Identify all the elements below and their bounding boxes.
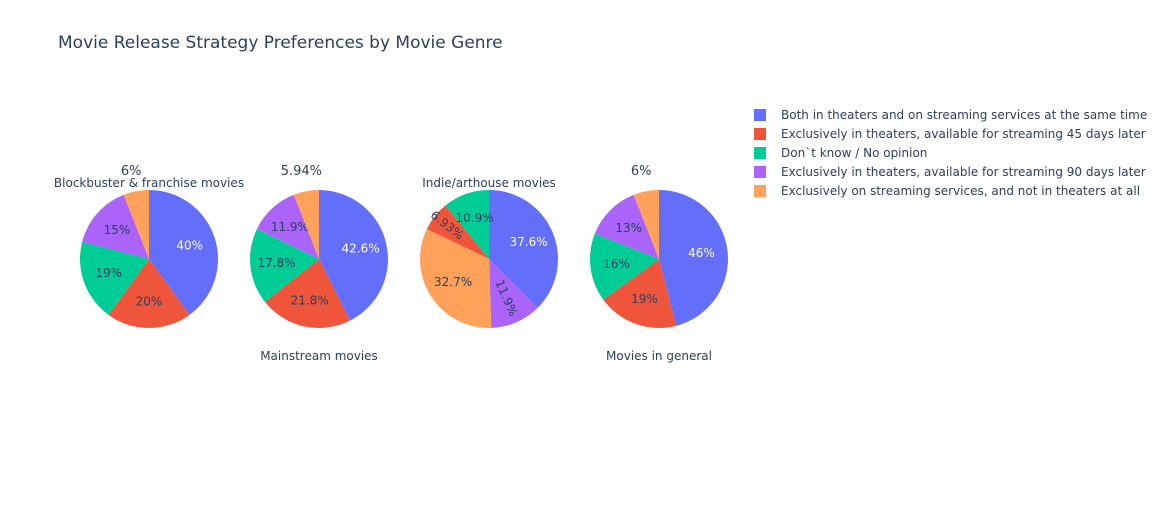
pie-title: Indie/arthouse movies: [422, 176, 556, 190]
pie-title: Blockbuster & franchise movies: [54, 176, 244, 190]
pie-slice-don-t-know-no-opinion[interactable]: [590, 233, 659, 300]
pie-blockbuster-franchise-movies: 40% 20% 19% 15% 6%Blockbuster & franchise mo…: [54, 164, 244, 328]
data-label: 21.8%: [291, 293, 329, 307]
legend-item-exclusively-on-streaming-services-and-not-in-theaters-at-all[interactable]: Exclusively on streaming services, and n…: [754, 181, 1147, 200]
pie-slice-exclusively-in-theaters-available-for-streaming-45-days-later[interactable]: [603, 259, 677, 328]
data-label: 6%: [631, 164, 652, 179]
chart-title: Movie Release Strategy Preferences by Mo…: [58, 33, 503, 53]
pie-slice-exclusively-in-theaters-available-for-streaming-90-days-later[interactable]: [489, 259, 538, 328]
pie-slice-both-in-theaters-and-on-streaming-services-at-the-same-time[interactable]: [319, 190, 388, 321]
pie-slice-exclusively-on-streaming-services-and-not-in-theaters-at-all[interactable]: [419, 228, 492, 328]
data-label: 13%: [615, 221, 642, 235]
data-label: 19%: [95, 266, 122, 280]
data-label: 11.9%: [271, 220, 309, 234]
pie-slice-exclusively-in-theaters-available-for-streaming-90-days-later[interactable]: [594, 194, 659, 259]
data-label: 42.6%: [342, 242, 380, 256]
pie-movies-in-general: 46% 19% 16% 13% 6% Movies in general: [590, 164, 728, 363]
data-label: 40%: [176, 238, 203, 252]
data-label: 46%: [688, 246, 715, 260]
legend-item-both-in-theaters-and-on-streaming-services-at-the-same-time[interactable]: Both in theaters and on streaming servic…: [754, 105, 1147, 124]
pie-slice-exclusively-on-streaming-services-and-not-in-theaters-at-all[interactable]: [123, 190, 149, 259]
pie-slice-don-t-know-no-opinion[interactable]: [445, 190, 489, 259]
pie-slice-both-in-theaters-and-on-streaming-services-at-the-same-time[interactable]: [489, 190, 559, 309]
legend-item-exclusively-in-theaters-available-for-streaming-45-days-later[interactable]: Exclusively in theaters, available for s…: [754, 124, 1147, 143]
pie-slice-exclusively-in-theaters-available-for-streaming-45-days-later[interactable]: [108, 259, 190, 328]
pie-slice-don-t-know-no-opinion[interactable]: [250, 228, 319, 302]
legend-swatch: [754, 146, 766, 159]
legend: Both in theaters and on streaming servic…: [754, 105, 1147, 200]
pie-slice-exclusively-in-theaters-available-for-streaming-45-days-later[interactable]: [426, 205, 489, 259]
pie-slice-exclusively-on-streaming-services-and-not-in-theaters-at-all[interactable]: [633, 190, 659, 259]
legend-label: Exclusively in theaters, available for s…: [781, 164, 1146, 179]
pie-title: Mainstream movies: [260, 349, 378, 363]
data-label: 20%: [136, 294, 163, 308]
legend-item-don-t-know-no-opinion[interactable]: Don`t know / No opinion: [754, 143, 1147, 162]
legend-label: Exclusively on streaming services, and n…: [781, 183, 1141, 198]
data-label: 15%: [104, 223, 131, 237]
legend-label: Don`t know / No opinion: [781, 145, 928, 160]
legend-label: Both in theaters and on streaming servic…: [781, 107, 1148, 122]
data-label: 32.7%: [434, 275, 472, 289]
legend-swatch: [754, 184, 766, 197]
pie-slice-exclusively-in-theaters-available-for-streaming-90-days-later[interactable]: [82, 194, 149, 259]
pie-mainstream-movies: 42.6% 21.8% 17.8% 11.9% 5.94% Mainstream movi…: [250, 164, 388, 363]
pie-charts: 40%20%19%15%6%Blockbuster & franchise mo…: [54, 164, 728, 363]
pie-slice-exclusively-in-theaters-available-for-streaming-45-days-later[interactable]: [264, 259, 350, 328]
legend-label: Exclusively in theaters, available for s…: [781, 126, 1146, 141]
pie-title: Movies in general: [606, 349, 712, 363]
legend-swatch: [754, 127, 766, 140]
data-label: 37.6%: [510, 235, 548, 249]
legend-swatch: [754, 108, 766, 121]
data-label: 10.9%: [456, 211, 494, 225]
pie-slice-exclusively-in-theaters-available-for-streaming-90-days-later[interactable]: [256, 194, 319, 259]
data-label: 19%: [631, 292, 658, 306]
data-label: 5.94%: [281, 164, 322, 179]
pie-slice-both-in-theaters-and-on-streaming-services-at-the-same-time[interactable]: [149, 190, 218, 315]
pie-slice-exclusively-on-streaming-services-and-not-in-theaters-at-all[interactable]: [293, 190, 319, 259]
pie-slice-don-t-know-no-opinion[interactable]: [80, 241, 149, 315]
pie-indie-arthouse-movies: 37.6%11.9%32.7%6.93%10.9%Indie/arthouse …: [419, 176, 559, 328]
legend-item-exclusively-in-theaters-available-for-streaming-90-days-later[interactable]: Exclusively in theaters, available for s…: [754, 162, 1147, 181]
legend-swatch: [754, 165, 766, 178]
data-label: 17.8%: [257, 256, 295, 270]
data-label: 6%: [121, 164, 142, 179]
data-label: 16%: [603, 257, 630, 271]
pie-slice-both-in-theaters-and-on-streaming-services-at-the-same-time[interactable]: [659, 190, 728, 326]
